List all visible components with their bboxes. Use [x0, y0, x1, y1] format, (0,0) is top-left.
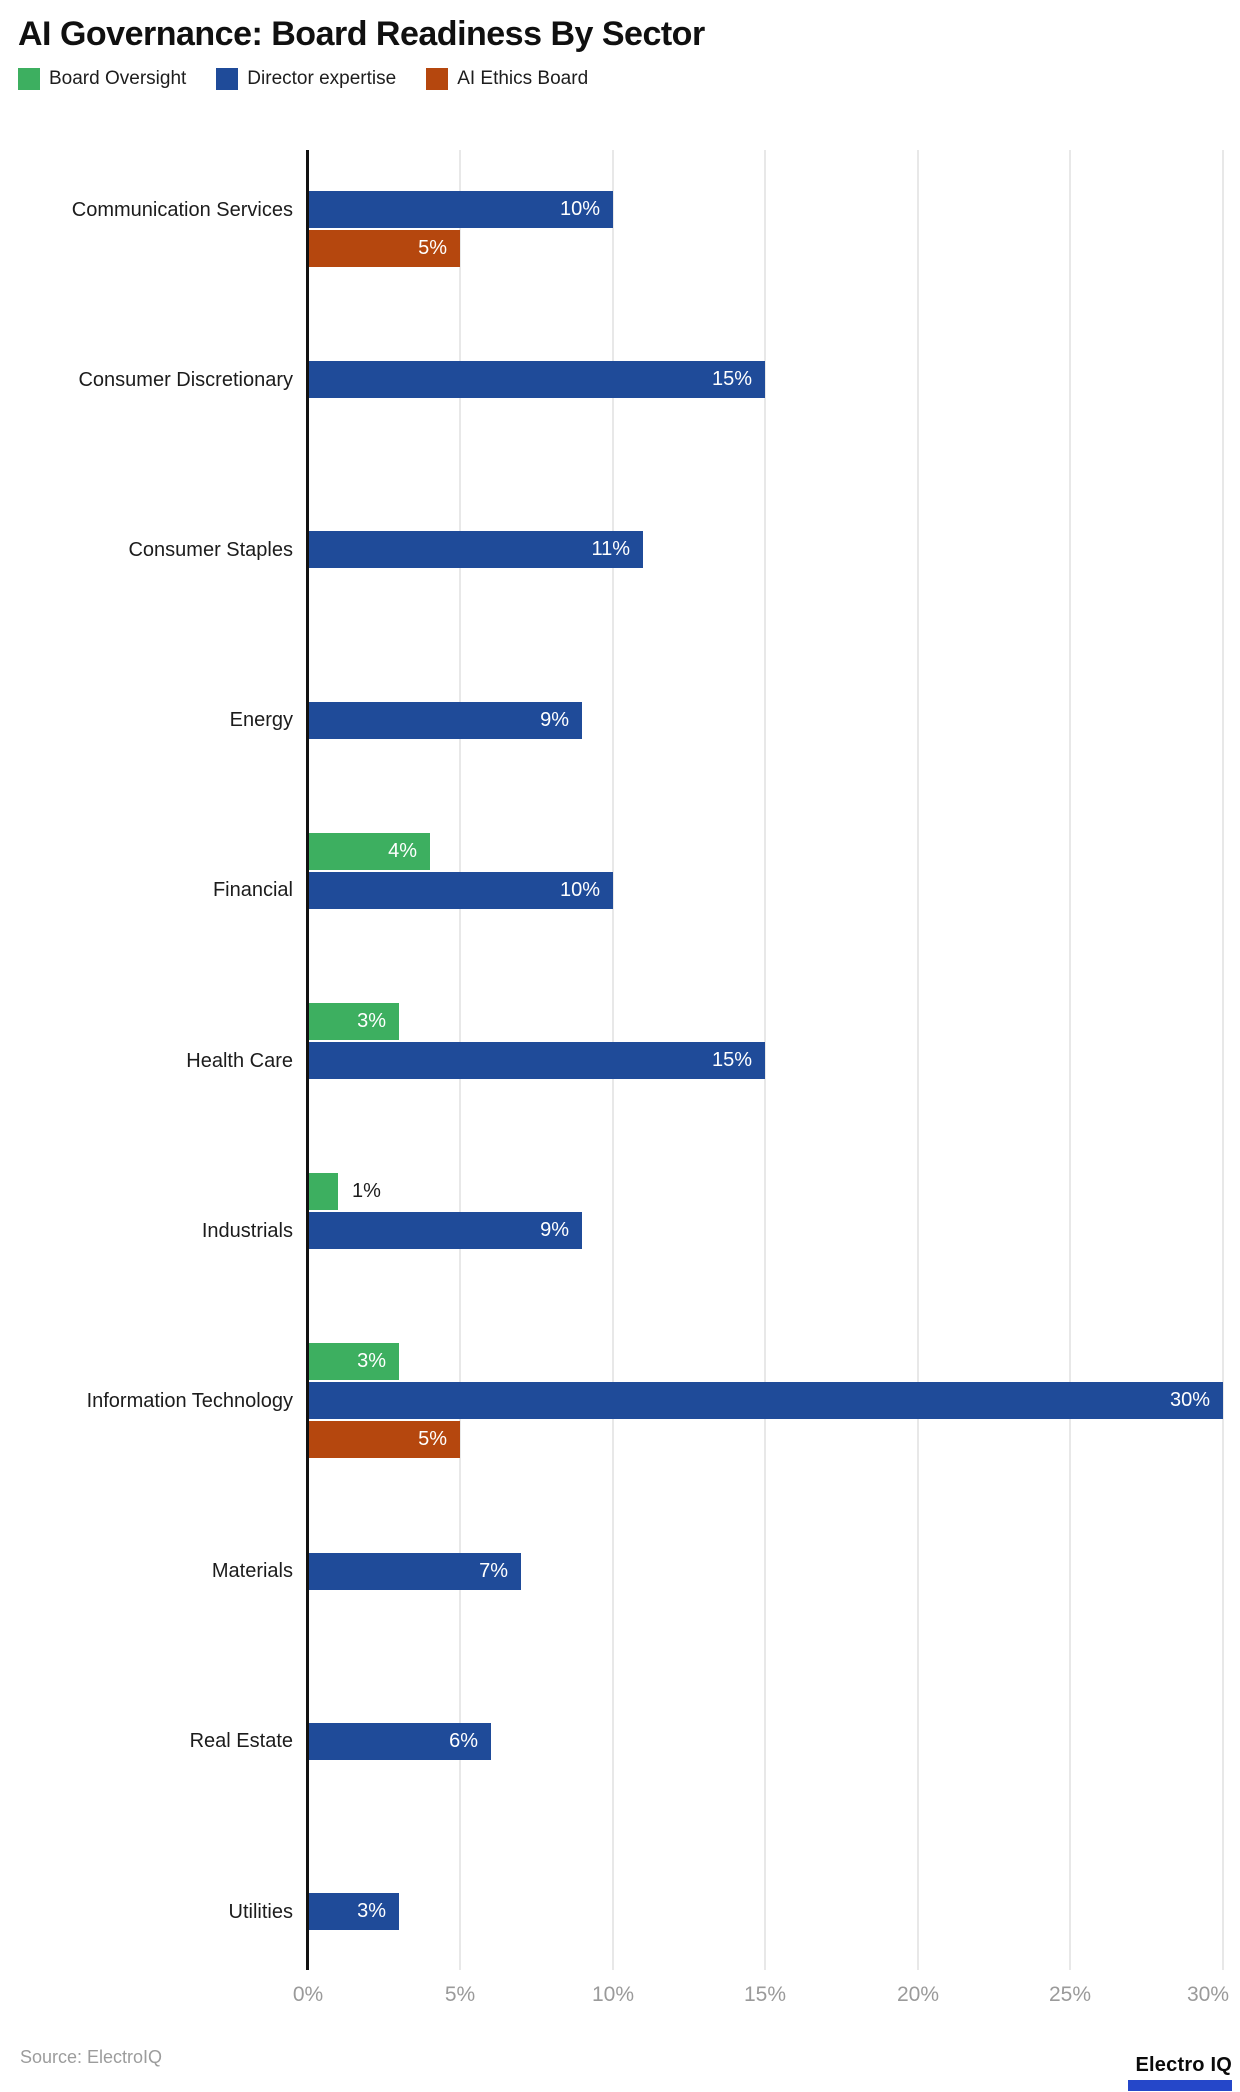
bar-value-label: 15% [711, 368, 752, 390]
bar-value-label: 3% [357, 1350, 386, 1372]
gridline [764, 150, 766, 1970]
bar-value-label: 10% [559, 198, 600, 220]
legend-item: Director expertise [216, 68, 396, 90]
category-label: Information Technology [86, 1390, 293, 1412]
bar-director-expertise [309, 1553, 521, 1590]
bar-board-oversight [309, 1173, 338, 1210]
gridline [1222, 150, 1224, 1970]
gridline [1069, 150, 1071, 1970]
bar-value-label: 11% [591, 538, 630, 560]
x-tick-label: 15% [743, 1983, 787, 2006]
bar-director-expertise [309, 1042, 765, 1079]
legend-label: Board Oversight [49, 68, 187, 89]
bar-value-label: 3% [357, 1900, 386, 1922]
bar-director-expertise [309, 1893, 399, 1930]
y-axis-line [306, 150, 309, 1970]
bar-board-oversight [309, 1003, 399, 1040]
category-label: Consumer Staples [128, 539, 293, 561]
category-label: Industrials [201, 1220, 293, 1242]
category-label: Health Care [186, 1050, 293, 1072]
category-label: Consumer Discretionary [78, 369, 293, 391]
legend-item: Board Oversight [18, 68, 186, 90]
bar-value-label: 9% [540, 1219, 569, 1241]
brand-logo: Electro IQ [992, 2054, 1232, 2091]
category-label: Energy [229, 709, 293, 731]
bar-value-label: 30% [1169, 1389, 1210, 1411]
bar-director-expertise [309, 361, 765, 398]
bar-value-label: 6% [449, 1730, 478, 1752]
chart-title: AI Governance: Board Readiness By Sector [18, 15, 705, 53]
bar-value-label: 1% [352, 1180, 381, 1202]
bar-director-expertise [309, 1723, 491, 1760]
x-tick-label: 30% [1186, 1983, 1230, 2006]
bar-value-label: 15% [711, 1049, 752, 1071]
x-tick-label: 0% [292, 1983, 324, 2006]
bar-ai-ethics-board [309, 1421, 460, 1458]
category-label: Communication Services [71, 199, 293, 221]
x-tick-label: 25% [1048, 1983, 1092, 2006]
category-label: Utilities [228, 1901, 293, 1923]
bar-value-label: 5% [418, 1428, 447, 1450]
legend-label: AI Ethics Board [457, 68, 589, 89]
bar-director-expertise [309, 1382, 1223, 1419]
bar-board-oversight [309, 1343, 399, 1380]
legend-item: AI Ethics Board [426, 68, 588, 90]
bar-value-label: 10% [559, 879, 600, 901]
bar-director-expertise [309, 191, 613, 228]
category-label: Real Estate [189, 1730, 293, 1752]
bar-ai-ethics-board [309, 230, 460, 267]
bar-value-label: 3% [357, 1010, 386, 1032]
x-tick-label: 5% [444, 1983, 476, 2006]
legend: Board Oversight Director expertise AI Ethi… [18, 68, 588, 90]
legend-swatch-icon [216, 68, 239, 90]
bar-value-label: 9% [540, 709, 569, 731]
gridline [917, 150, 919, 1970]
brand-text: Electro IQ [1135, 2054, 1232, 2076]
bar-director-expertise [309, 872, 613, 909]
bar-director-expertise [309, 1212, 582, 1249]
source-note: Source: ElectroIQ [20, 2047, 163, 2067]
legend-label: Director expertise [247, 68, 397, 89]
x-tick-label: 20% [896, 1983, 940, 2006]
category-label: Financial [212, 879, 293, 901]
bar-director-expertise [309, 531, 643, 568]
legend-swatch-icon [426, 68, 449, 90]
legend-swatch-icon [18, 68, 40, 90]
brand-underline [1128, 2080, 1232, 2091]
x-tick-label: 10% [591, 1983, 635, 2006]
bar-value-label: 7% [479, 1560, 508, 1582]
bar-value-label: 4% [388, 840, 417, 862]
bar-value-label: 5% [418, 237, 447, 259]
bar-director-expertise [309, 702, 582, 739]
category-label: Materials [211, 1560, 293, 1582]
bar-board-oversight [309, 833, 430, 870]
